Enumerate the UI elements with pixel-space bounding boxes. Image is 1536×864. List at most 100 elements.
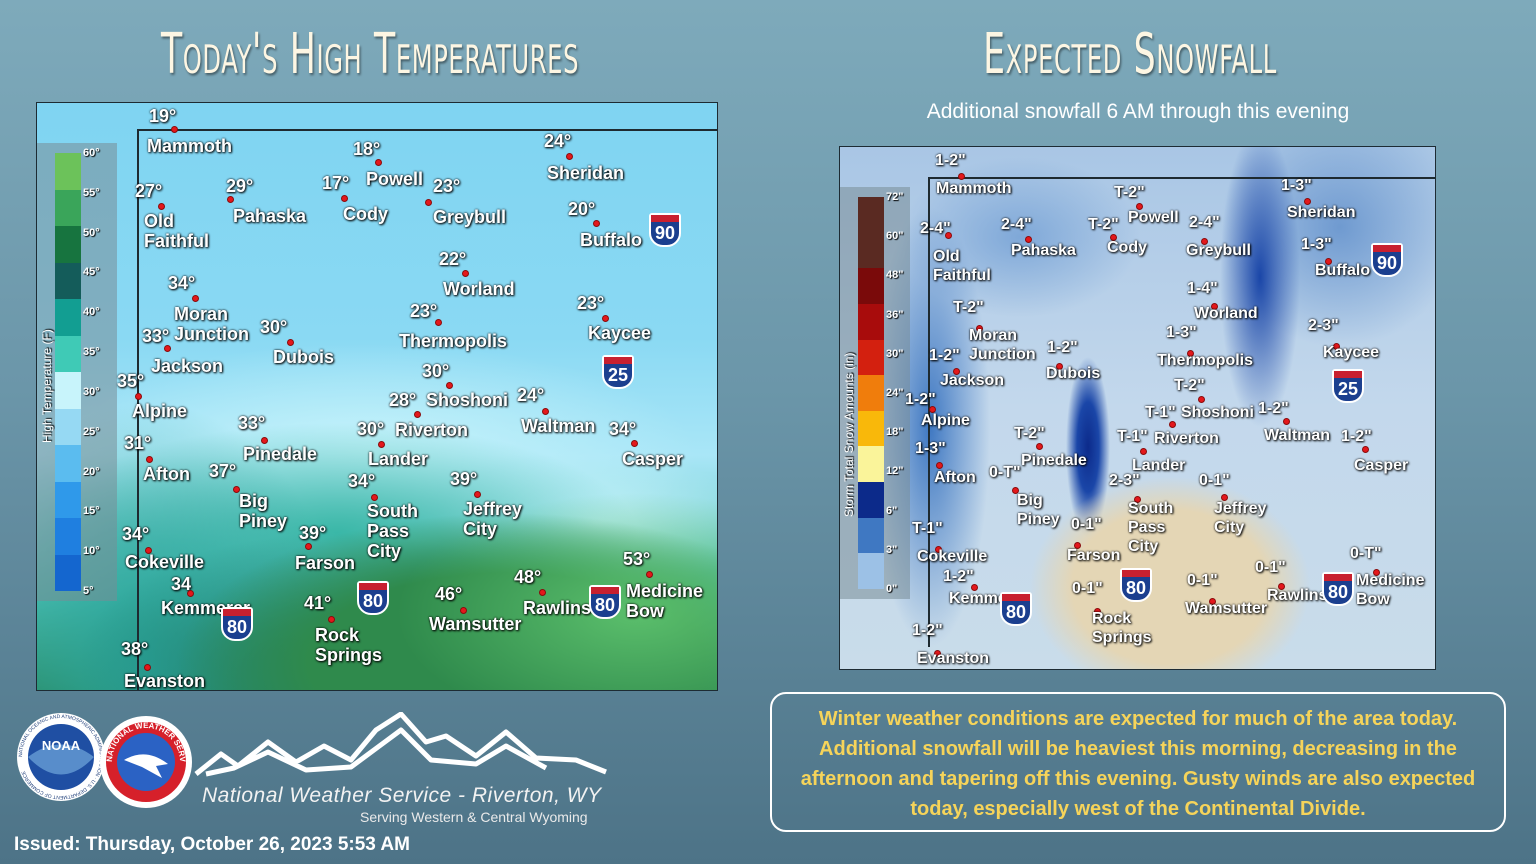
city-marker [474, 491, 481, 498]
city-marker [341, 195, 348, 202]
city-value: 35° [117, 371, 145, 391]
city-marker [566, 153, 573, 160]
legend-color-bin [858, 197, 884, 233]
city-value: T-2" [1114, 184, 1145, 201]
legend-tick-label: 3" [886, 543, 898, 556]
city-value: 0-1" [1072, 580, 1103, 597]
city-marker [1110, 234, 1117, 241]
city-value: 2-4" [1189, 214, 1220, 231]
city-name: Shoshoni [1181, 404, 1254, 421]
issued-timestamp: Issued: Thursday, October 26, 2023 5:53 … [14, 834, 410, 855]
city-marker [328, 616, 335, 623]
city-name: Wamsutter [1185, 600, 1268, 617]
city-marker [1187, 350, 1194, 357]
interstate-shield-icon: 80 [221, 607, 253, 641]
city-marker [936, 462, 943, 469]
legend-tick-label: 5° [83, 585, 94, 597]
legend-color-bin [55, 299, 81, 336]
city-value: 38° [121, 639, 149, 659]
legend-color-bin [55, 372, 81, 409]
city-value: 19° [149, 106, 177, 126]
legend-color-bin [55, 518, 81, 555]
legend-color-bin [55, 226, 81, 263]
noaa-logo: NOAA NATIONAL OCEANIC AND ATMOSPHERIC AD… [17, 713, 105, 801]
city-name: Evanston [917, 650, 990, 667]
city-name: Afton [143, 464, 190, 484]
interstate-shield-icon: 80 [589, 585, 621, 619]
legend-tick-label: 48" [886, 269, 904, 282]
forecast-statement: Winter weather conditions are expected f… [770, 692, 1506, 832]
city-name: Shoshoni [426, 390, 508, 410]
legend-color-bin [55, 153, 81, 190]
noaa-logo-text: NOAA [42, 738, 81, 753]
city-name: Thermopolis [1157, 352, 1254, 369]
city-name: Greybull [433, 207, 507, 227]
city-marker [976, 325, 983, 332]
city-name: Waltman [1264, 427, 1331, 444]
city-marker [305, 543, 312, 550]
city-name: Wamsutter [429, 614, 522, 634]
interstate-shield-icon: 25 [602, 355, 634, 389]
city-value: 22° [439, 249, 467, 269]
city-name: Cody [343, 204, 388, 224]
city-name: Old Faithful [144, 211, 209, 251]
high-temperature-map: High Temperature (F) 60° 55° 50° 45° 40° 35° 3… [36, 102, 718, 691]
city-marker [144, 664, 151, 671]
city-value: 1-4" [1187, 280, 1218, 297]
city-name: Cokeville [917, 548, 988, 565]
legend-color-bin [858, 410, 884, 447]
legend-tick-label: 24" [886, 387, 904, 399]
city-marker [1025, 236, 1032, 243]
city-name: Cokeville [125, 552, 205, 572]
city-name: Lander [368, 449, 429, 469]
city-marker [593, 220, 600, 227]
interstate-shield-icon: 90 [1371, 243, 1403, 277]
city-name: Riverton [1154, 430, 1219, 447]
city-name: Afton [934, 469, 976, 486]
city-marker [1278, 583, 1285, 590]
city-marker [1012, 487, 1019, 494]
legend-tick-label: 25° [83, 425, 100, 438]
city-name: Jackson [151, 356, 224, 376]
temperature-legend: High Temperature (F) 60° 55° 50° 45° 40° 35° 3… [37, 143, 117, 601]
temperature-panel-title: Today's High Temperatures [160, 22, 580, 87]
city-marker [158, 203, 165, 210]
city-name: Big Piney [239, 491, 288, 531]
city-marker [1283, 418, 1290, 425]
legend-tick-label: 6" [886, 504, 898, 517]
legend-color-bin [858, 553, 884, 589]
city-name: Farson [1067, 547, 1121, 564]
city-name: Kaycee [1323, 344, 1380, 361]
city-value: 0-1" [1199, 472, 1230, 489]
city-name: Mammoth [936, 180, 1012, 197]
city-name: Medicine Bow [626, 581, 704, 621]
city-marker [953, 368, 960, 375]
legend-tick-label: 20° [83, 465, 100, 478]
city-name: South Pass City [367, 501, 418, 561]
city-marker [1373, 569, 1380, 576]
city-name: Old Faithful [933, 248, 991, 284]
city-name: Buffalo [580, 230, 642, 250]
city-value: T-2" [953, 299, 984, 316]
legend-tick-label: 15° [83, 505, 100, 518]
city-value: 30° [357, 419, 385, 439]
city-name: Dubois [273, 347, 334, 367]
city-name: Moran Junction [174, 304, 249, 344]
city-name: Pahaska [1011, 242, 1076, 259]
city-name: Powell [366, 169, 424, 189]
city-marker [1036, 443, 1043, 450]
city-marker [1169, 421, 1176, 428]
city-value: 34° [122, 524, 150, 544]
legend-color-bin [55, 335, 81, 372]
city-marker [192, 295, 199, 302]
city-name: Thermopolis [399, 331, 508, 351]
legend-color-bin [858, 446, 884, 483]
city-name: Farson [295, 553, 356, 573]
city-value: 17° [322, 173, 350, 193]
city-value: 2-4" [920, 220, 951, 237]
city-value: 1-2" [935, 152, 966, 169]
legend-tick-label: 55° [83, 186, 100, 199]
city-value: 30° [260, 317, 288, 337]
city-value: 31° [124, 433, 152, 453]
city-name: Jackson [940, 372, 1005, 389]
